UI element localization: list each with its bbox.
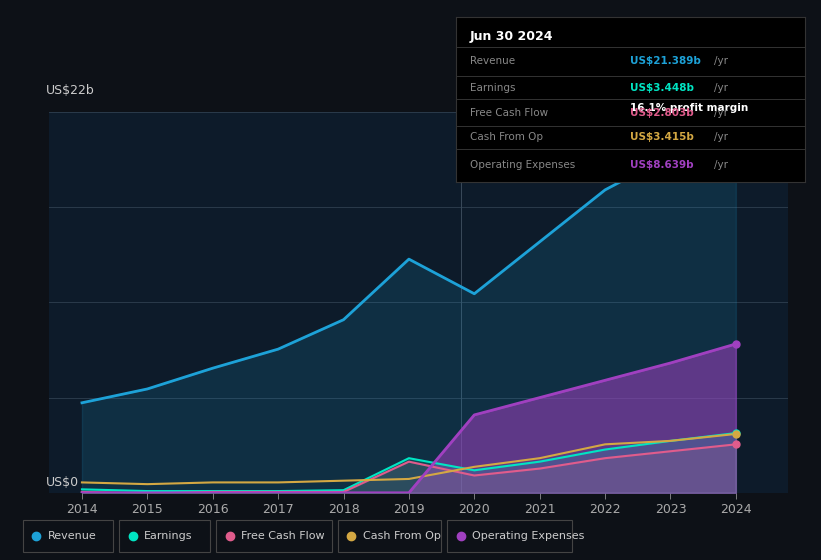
Text: Free Cash Flow: Free Cash Flow xyxy=(470,108,548,118)
Text: Cash From Op: Cash From Op xyxy=(363,531,441,541)
Text: 16.1% profit margin: 16.1% profit margin xyxy=(631,102,749,113)
Text: US$0: US$0 xyxy=(46,476,79,489)
Text: Operating Expenses: Operating Expenses xyxy=(472,531,585,541)
Text: Cash From Op: Cash From Op xyxy=(470,132,543,142)
Text: Operating Expenses: Operating Expenses xyxy=(470,161,575,170)
Text: US$3.448b: US$3.448b xyxy=(631,83,694,93)
Text: US$21.389b: US$21.389b xyxy=(631,57,701,67)
Text: US$2.803b: US$2.803b xyxy=(631,108,694,118)
Text: US$22b: US$22b xyxy=(46,84,94,97)
Text: Revenue: Revenue xyxy=(48,531,96,541)
Text: Earnings: Earnings xyxy=(144,531,193,541)
Text: Free Cash Flow: Free Cash Flow xyxy=(241,531,324,541)
Text: /yr: /yr xyxy=(713,132,728,142)
Text: US$3.415b: US$3.415b xyxy=(631,132,694,142)
Text: /yr: /yr xyxy=(713,57,728,67)
Text: /yr: /yr xyxy=(713,161,728,170)
Text: US$8.639b: US$8.639b xyxy=(631,161,694,170)
Text: Jun 30 2024: Jun 30 2024 xyxy=(470,30,553,43)
Text: /yr: /yr xyxy=(713,83,728,93)
Text: Earnings: Earnings xyxy=(470,83,515,93)
Text: Revenue: Revenue xyxy=(470,57,515,67)
Text: /yr: /yr xyxy=(713,108,728,118)
